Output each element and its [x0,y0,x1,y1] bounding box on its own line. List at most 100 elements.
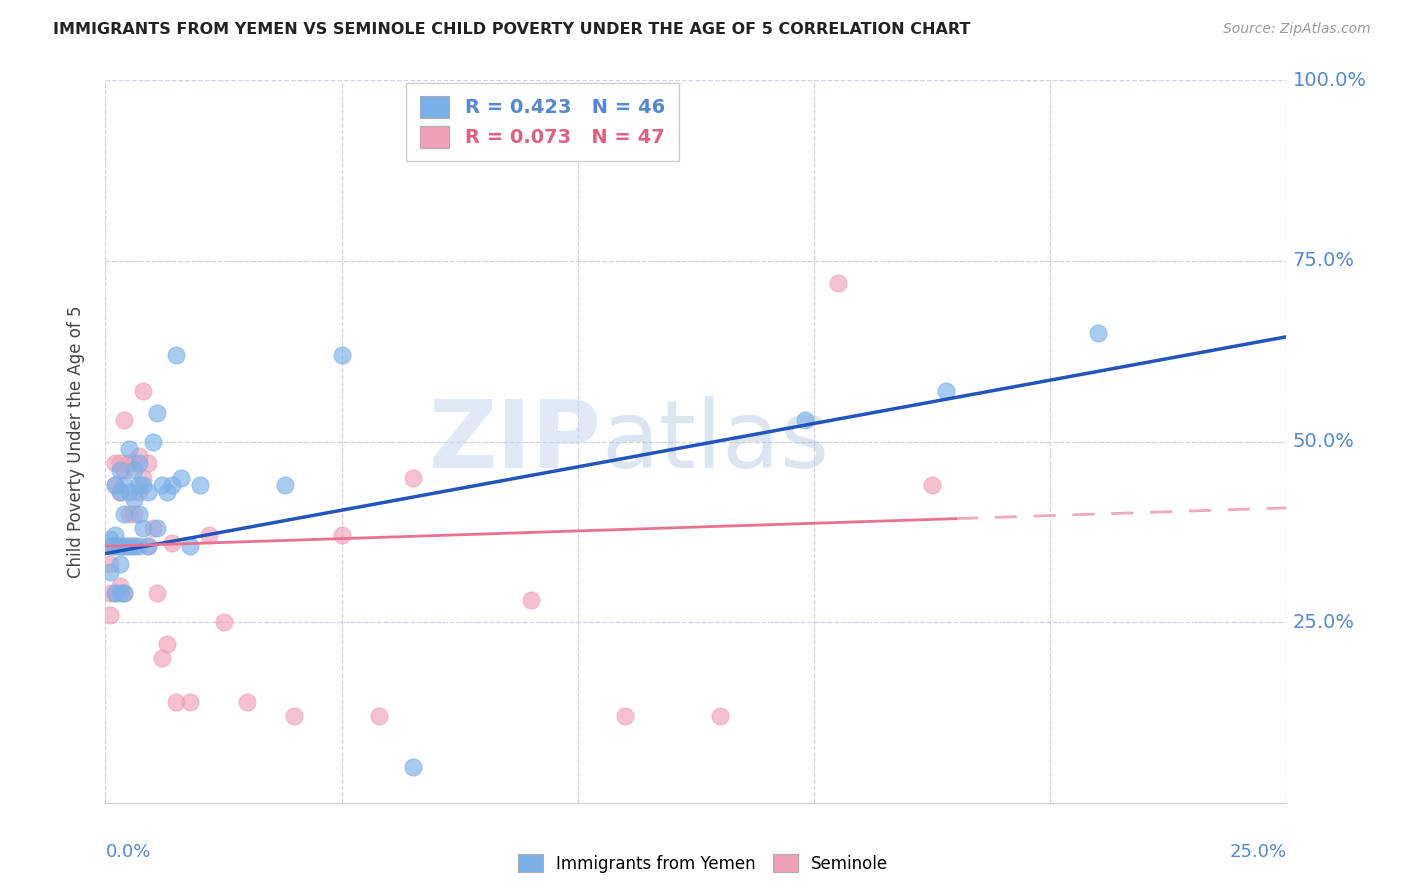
Text: ZIP: ZIP [429,395,602,488]
Point [98,539,121,553]
Point [132,521,155,535]
Point [104,456,127,470]
Point [118,539,141,553]
Legend: Immigrants from Yemen, Seminole: Immigrants from Yemen, Seminole [512,847,894,880]
Point [212,615,235,630]
Point [98,539,121,553]
Point [98,532,121,546]
Text: IMMIGRANTS FROM YEMEN VS SEMINOLE CHILD POVERTY UNDER THE AGE OF 5 CORRELATION C: IMMIGRANTS FROM YEMEN VS SEMINOLE CHILD … [53,22,970,37]
Point [104,528,127,542]
Point [519,593,541,607]
Point [112,586,135,600]
Point [274,478,297,492]
Text: 50.0%: 50.0% [1292,432,1354,451]
Point [146,521,169,535]
Point [132,384,155,398]
Point [98,607,121,622]
Point [104,586,127,600]
Point [179,539,201,553]
Point [1087,326,1109,341]
Point [136,485,159,500]
Point [104,478,127,492]
Point [108,485,131,500]
Point [330,528,353,542]
Point [108,463,131,477]
Text: atlas: atlas [602,395,830,488]
Point [108,579,131,593]
Point [150,651,173,665]
Text: 25.0%: 25.0% [1229,843,1286,861]
Point [793,413,815,427]
Point [330,348,353,362]
Point [118,456,141,470]
Point [283,709,305,723]
Point [122,492,145,507]
Point [98,586,121,600]
Point [170,471,193,485]
Point [136,539,159,553]
Point [104,478,127,492]
Point [128,449,150,463]
Point [98,565,121,579]
Point [165,348,187,362]
Point [827,276,849,290]
Point [112,478,135,492]
Point [935,384,957,398]
Point [150,478,173,492]
Point [156,485,179,500]
Point [128,539,150,553]
Point [104,586,127,600]
Point [122,539,145,553]
Point [108,586,131,600]
Point [128,507,150,521]
Point [136,456,159,470]
Point [146,406,169,420]
Point [122,507,145,521]
Point [118,485,141,500]
Point [128,456,150,470]
Point [104,539,127,553]
Point [98,558,121,572]
Point [112,586,135,600]
Text: 25.0%: 25.0% [1292,613,1354,632]
Point [112,539,135,553]
Point [236,695,259,709]
Point [112,413,135,427]
Point [614,709,637,723]
Point [198,528,221,542]
Point [132,478,155,492]
Point [128,485,150,500]
Text: 75.0%: 75.0% [1292,252,1354,270]
Point [165,695,187,709]
Point [122,539,145,553]
Point [179,695,201,709]
Point [122,463,145,477]
Point [709,709,731,723]
Point [112,507,135,521]
Point [368,709,391,723]
Point [118,539,141,553]
Point [401,760,423,774]
Point [104,539,127,553]
Point [142,521,165,535]
Point [108,558,131,572]
Point [142,434,165,449]
Point [108,539,131,553]
Point [118,507,141,521]
Point [108,539,131,553]
Point [128,478,150,492]
Point [108,456,131,470]
Point [112,539,135,553]
Point [112,463,135,477]
Point [921,478,943,492]
Text: 0.0%: 0.0% [105,843,150,861]
Point [401,471,423,485]
Point [108,485,131,500]
Point [136,539,159,553]
Point [160,535,183,549]
Point [156,637,179,651]
Text: 100.0%: 100.0% [1292,70,1367,90]
Point [132,471,155,485]
Point [146,586,169,600]
Text: Source: ZipAtlas.com: Source: ZipAtlas.com [1223,22,1371,37]
